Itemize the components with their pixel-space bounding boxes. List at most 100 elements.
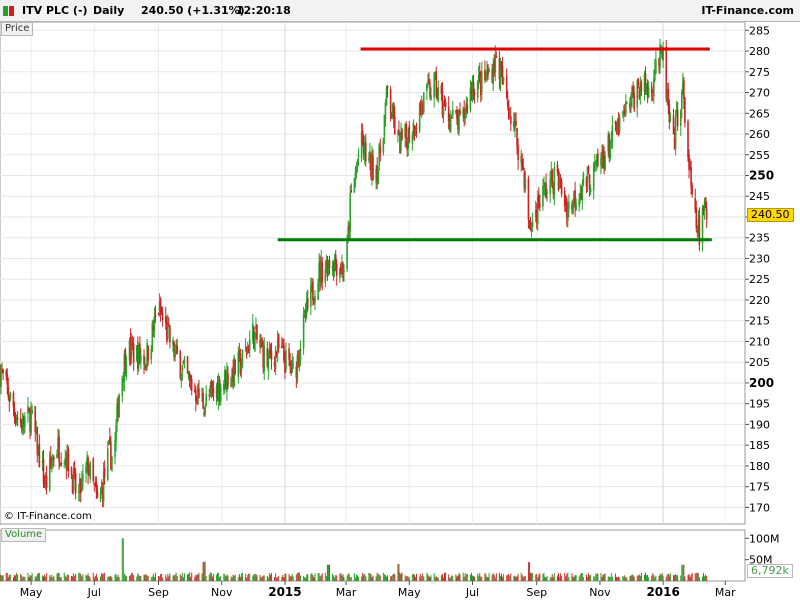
candle-body bbox=[311, 283, 313, 289]
candle-body bbox=[37, 445, 40, 455]
candle-body bbox=[262, 347, 264, 368]
candle-body bbox=[579, 193, 582, 200]
candle-body bbox=[368, 157, 370, 161]
candle-body bbox=[593, 161, 596, 166]
candle-body bbox=[101, 486, 104, 499]
candle-body bbox=[650, 85, 653, 93]
candle-body bbox=[433, 73, 435, 98]
candle-body bbox=[225, 373, 227, 390]
candle-body bbox=[421, 106, 424, 109]
candle-body bbox=[232, 366, 234, 383]
candle-body bbox=[132, 343, 135, 363]
candle-body bbox=[631, 86, 633, 99]
volume-tick-label: 50M bbox=[749, 554, 773, 567]
candle-body bbox=[296, 354, 299, 382]
candle-body bbox=[391, 103, 394, 113]
candle-body bbox=[426, 84, 428, 91]
candle-body bbox=[549, 179, 552, 195]
candle-body bbox=[551, 169, 554, 184]
candle-body bbox=[390, 114, 393, 117]
candle-body bbox=[174, 349, 176, 358]
candle-body bbox=[354, 172, 357, 181]
candle-body bbox=[28, 408, 30, 411]
candle-body bbox=[125, 363, 128, 373]
candle-body bbox=[16, 417, 19, 420]
candle-body bbox=[180, 374, 183, 380]
candle-body bbox=[646, 85, 649, 98]
candle-body bbox=[455, 110, 457, 113]
y-tick-label: 210 bbox=[749, 335, 770, 348]
candle-body bbox=[139, 344, 141, 359]
candle-body bbox=[552, 185, 555, 194]
candle-body bbox=[203, 412, 205, 416]
volume-panel-label: Volume bbox=[1, 528, 47, 542]
candle-body bbox=[122, 380, 125, 382]
candle-body bbox=[277, 334, 280, 349]
candle-body bbox=[150, 349, 153, 360]
candle-body bbox=[594, 162, 597, 166]
y-tick-label: 285 bbox=[749, 24, 770, 37]
candle-body bbox=[614, 122, 617, 125]
candle-body bbox=[473, 92, 476, 95]
candle-body bbox=[111, 456, 113, 472]
candle-body bbox=[201, 394, 203, 396]
candle-body bbox=[622, 111, 625, 116]
candle-body bbox=[319, 260, 321, 281]
candle-body bbox=[643, 73, 646, 92]
symbol-name: ITV PLC (-) bbox=[22, 4, 88, 17]
candle-body bbox=[376, 165, 378, 182]
candle-body bbox=[31, 409, 33, 414]
candle-body bbox=[310, 285, 312, 307]
candle-body bbox=[110, 441, 112, 469]
candle-body bbox=[611, 125, 614, 142]
x-tick-label: Jul bbox=[465, 586, 479, 599]
candle-body bbox=[701, 208, 704, 244]
candle-body bbox=[298, 357, 301, 367]
candle-body bbox=[135, 345, 138, 360]
x-tick-label: Sep bbox=[148, 586, 169, 599]
candle-body bbox=[534, 210, 537, 218]
candle-body bbox=[204, 406, 206, 415]
candle-body bbox=[128, 340, 131, 361]
y-tick-label: 270 bbox=[749, 87, 770, 100]
candle-body bbox=[528, 220, 531, 222]
candle-body bbox=[588, 174, 591, 190]
candle-body bbox=[470, 90, 473, 94]
candle-body bbox=[130, 341, 133, 357]
candle-body bbox=[115, 425, 117, 442]
candle-body bbox=[182, 361, 185, 363]
candle-body bbox=[92, 458, 95, 482]
candle-body bbox=[427, 80, 429, 82]
candle-body bbox=[41, 461, 44, 464]
candle-body bbox=[471, 84, 474, 93]
candle-body bbox=[189, 375, 192, 381]
candle-body bbox=[157, 313, 160, 315]
candle-body bbox=[531, 221, 534, 227]
candle-body bbox=[508, 115, 511, 118]
candle-body bbox=[705, 208, 708, 220]
candle-body bbox=[535, 209, 538, 223]
candle-body bbox=[688, 154, 690, 170]
candle-body bbox=[406, 141, 409, 150]
candle-body bbox=[364, 142, 367, 162]
candle-body bbox=[233, 357, 235, 386]
candle-body bbox=[66, 445, 69, 470]
candle-body bbox=[321, 262, 324, 283]
candle-body bbox=[306, 298, 309, 309]
candle-body bbox=[169, 325, 171, 343]
candle-body bbox=[288, 348, 290, 360]
candle-body bbox=[398, 129, 400, 133]
candle-body bbox=[573, 190, 575, 204]
candle-body bbox=[493, 61, 496, 75]
y-tick-label: 235 bbox=[749, 232, 770, 245]
candle-body bbox=[632, 86, 634, 94]
candle-body bbox=[389, 88, 392, 114]
candle-body bbox=[399, 132, 401, 154]
candle-body bbox=[29, 409, 31, 432]
candle-body bbox=[676, 109, 679, 127]
candle-body bbox=[327, 260, 330, 274]
candle-body bbox=[661, 48, 663, 58]
volume-tick-label: 100M bbox=[749, 532, 780, 545]
x-tick-label: Nov bbox=[211, 586, 233, 599]
last-price-tag: 240.50 bbox=[747, 207, 794, 222]
